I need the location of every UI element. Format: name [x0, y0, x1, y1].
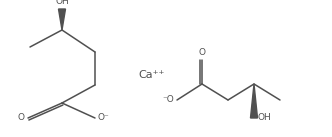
Text: O: O [18, 113, 25, 122]
Text: ⁻O: ⁻O [162, 95, 174, 105]
Text: OH: OH [55, 0, 69, 6]
Polygon shape [58, 9, 65, 30]
Polygon shape [251, 84, 258, 118]
Text: O⁻: O⁻ [98, 113, 110, 122]
Text: OH: OH [258, 113, 272, 122]
Text: O: O [199, 48, 206, 57]
Text: Ca⁺⁺: Ca⁺⁺ [139, 70, 165, 80]
